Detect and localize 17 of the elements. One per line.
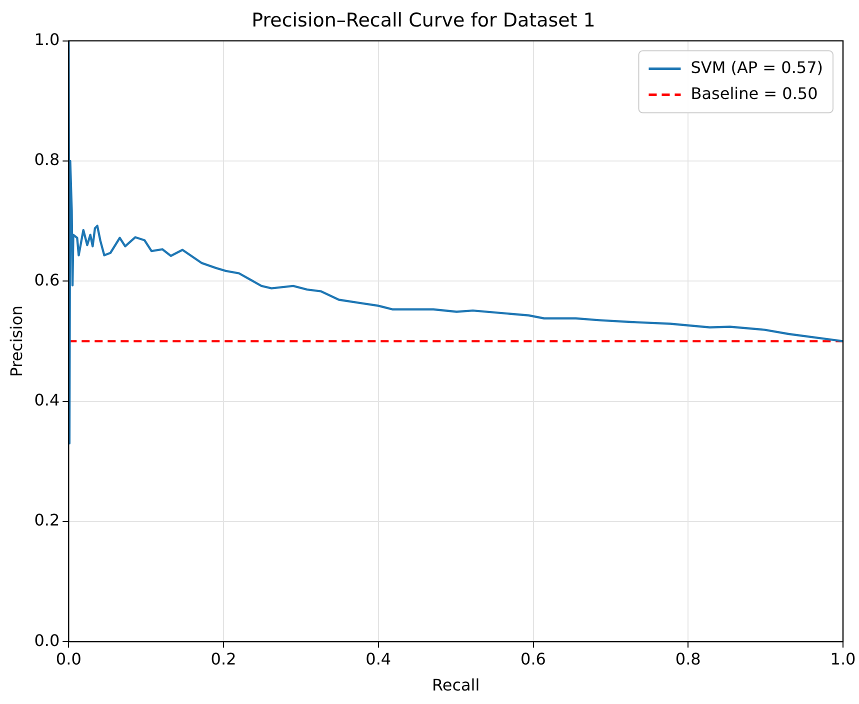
x-axis-title: Recall	[432, 676, 480, 695]
x-tick-label: 0.2	[210, 649, 236, 668]
x-tick-label: 0.0	[56, 649, 82, 668]
y-tick-label: 0.6	[34, 270, 60, 290]
y-tick-label: 0.4	[34, 390, 60, 410]
x-tick-label: 0.8	[675, 649, 701, 668]
chart-title: Precision–Recall Curve for Dataset 1	[252, 9, 596, 32]
y-tick-label: 0.0	[34, 630, 60, 650]
y-axis-title: Precision	[6, 306, 26, 377]
x-tick-label: 0.6	[520, 649, 546, 668]
y-tick-label: 1.0	[34, 30, 60, 49]
y-tick-label: 0.2	[34, 510, 60, 530]
x-tick-label: 0.4	[366, 649, 392, 668]
legend-label: Baseline = 0.50	[690, 84, 818, 103]
legend-label: SVM (AP = 0.57)	[690, 58, 824, 77]
y-tick-label: 0.8	[34, 150, 60, 170]
x-tick-label: 1.0	[830, 649, 856, 668]
